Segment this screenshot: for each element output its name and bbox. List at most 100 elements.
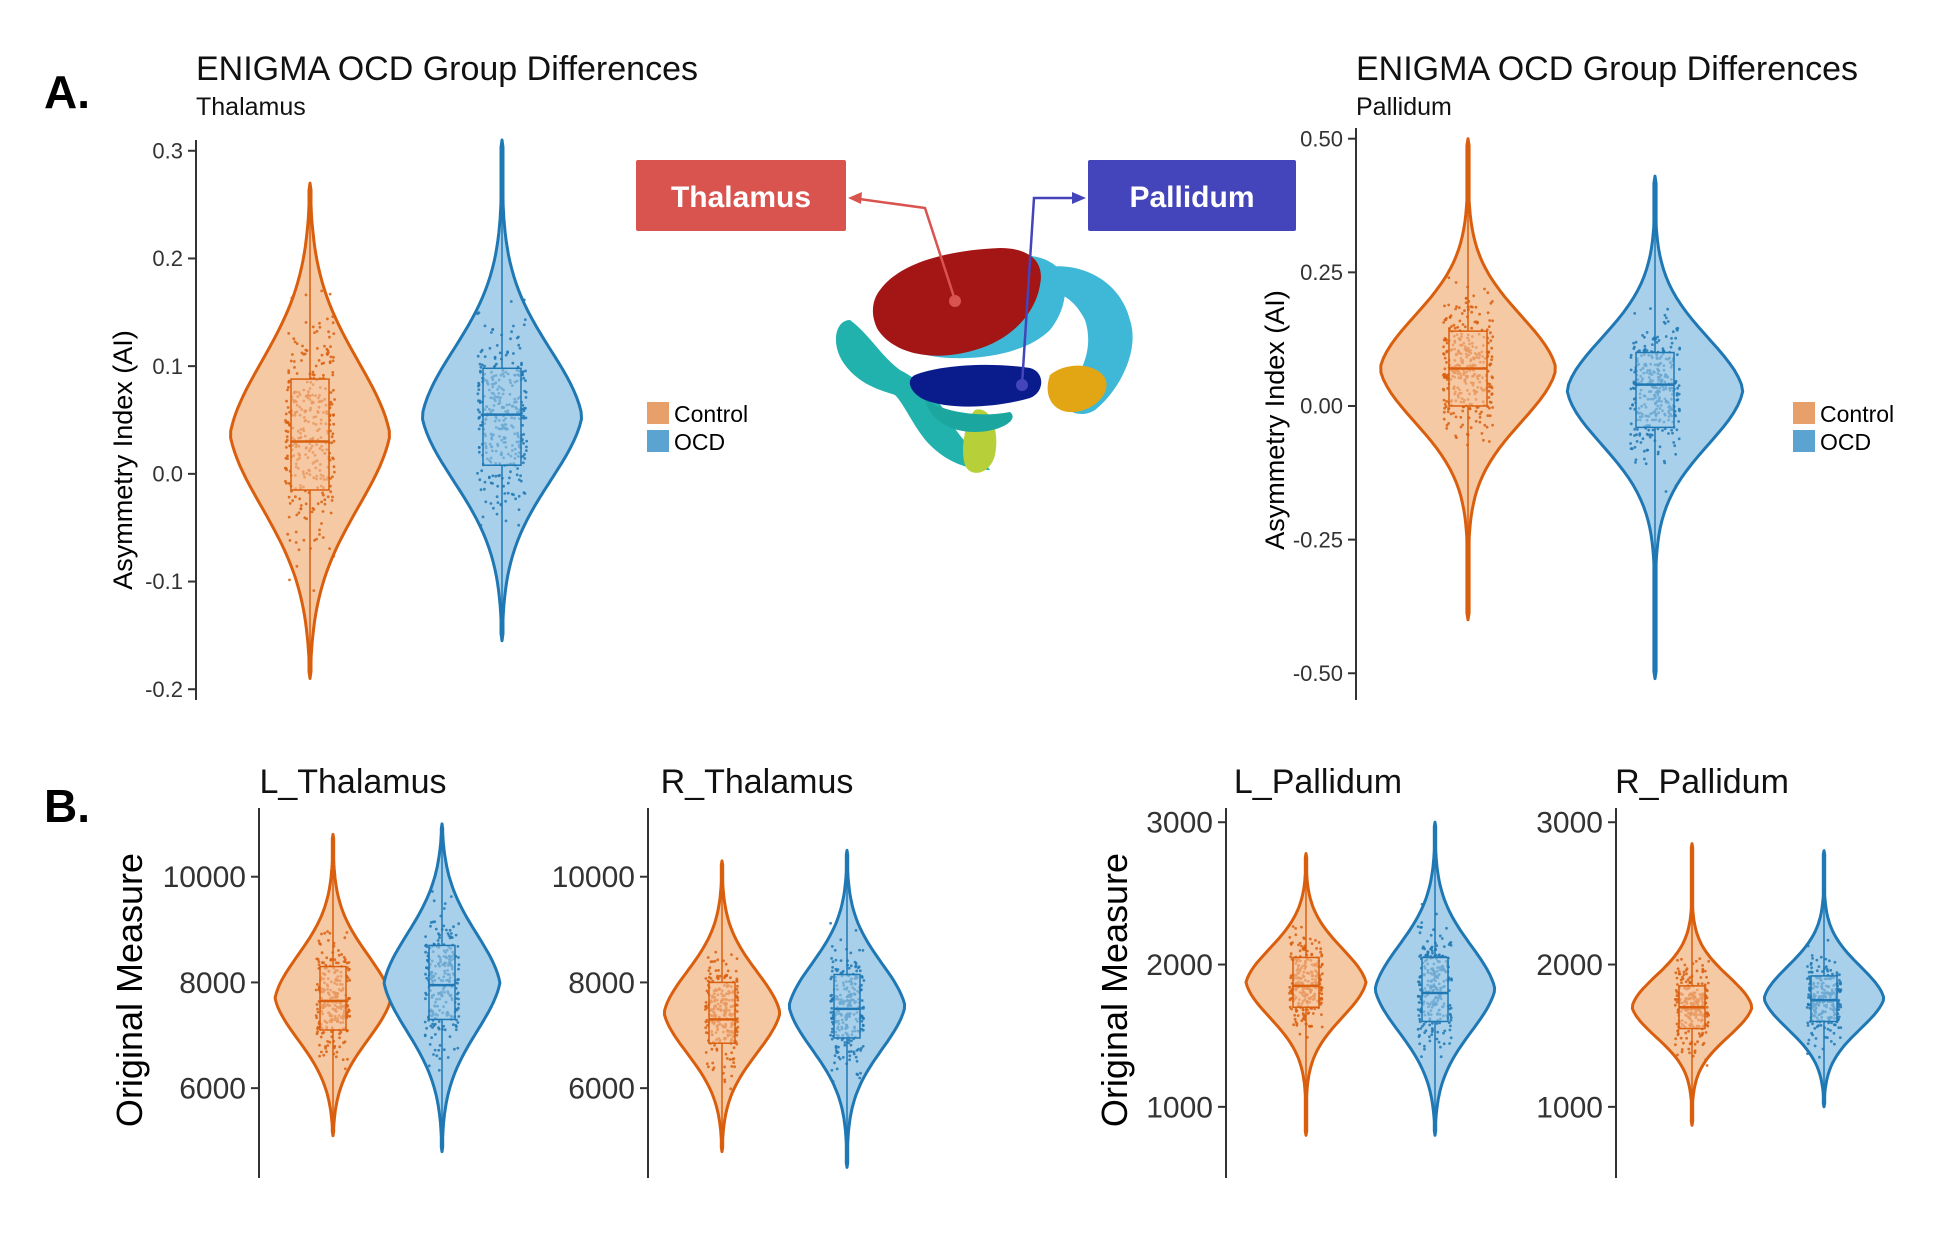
data-point	[315, 1016, 319, 1020]
data-point	[1461, 323, 1465, 326]
data-point	[291, 499, 295, 503]
data-point	[1419, 1027, 1423, 1030]
data-point	[1432, 928, 1435, 931]
data-point	[1293, 1017, 1297, 1021]
data-point	[1478, 415, 1482, 419]
data-point	[1443, 402, 1447, 406]
data-point	[477, 381, 480, 385]
data-point	[332, 332, 336, 335]
data-point	[483, 364, 486, 368]
data-point	[1806, 965, 1809, 968]
data-point	[326, 1044, 330, 1047]
data-point	[1446, 410, 1450, 414]
data-point	[525, 439, 529, 443]
data-point	[1678, 972, 1682, 976]
data-point	[1442, 945, 1446, 948]
data-point	[712, 1066, 716, 1070]
data-point	[1442, 352, 1446, 356]
data-point	[504, 499, 507, 503]
data-point	[1651, 343, 1654, 346]
data-point	[724, 962, 728, 966]
data-point	[1305, 953, 1309, 957]
data-point	[1634, 461, 1637, 464]
data-point	[331, 373, 335, 377]
data-point	[847, 1050, 851, 1054]
data-point	[521, 423, 524, 427]
data-point	[1642, 349, 1646, 352]
data-point	[735, 988, 739, 991]
panel-a-label: A.	[44, 66, 90, 118]
data-point	[348, 978, 352, 982]
data-point	[1703, 969, 1707, 973]
data-point	[1416, 995, 1420, 998]
data-point	[332, 355, 335, 359]
data-point	[1313, 1007, 1317, 1011]
data-point	[287, 332, 291, 335]
data-point	[477, 446, 481, 449]
b2-title: R_Thalamus	[661, 763, 854, 801]
data-point	[326, 1040, 329, 1043]
data-point	[456, 1046, 460, 1050]
data-point	[287, 385, 290, 389]
data-point	[1434, 941, 1437, 945]
data-point	[524, 379, 527, 383]
data-point	[1633, 427, 1637, 431]
data-point	[287, 380, 291, 384]
data-point	[1642, 449, 1646, 453]
data-point	[423, 1034, 427, 1038]
data-point	[833, 948, 837, 952]
data-point	[1639, 441, 1643, 444]
data-point	[1676, 1029, 1680, 1033]
data-point	[1461, 423, 1464, 427]
y-tick-label: 8000	[179, 967, 246, 1000]
data-point	[332, 422, 336, 426]
data-point	[1420, 902, 1424, 906]
data-point	[1478, 420, 1482, 424]
data-point	[1821, 1047, 1825, 1051]
data-point	[316, 1010, 320, 1014]
data-point	[862, 1005, 865, 1009]
data-point	[1293, 1013, 1297, 1017]
data-point	[847, 1041, 851, 1045]
data-point	[288, 578, 291, 582]
data-point	[305, 349, 309, 353]
data-point	[1677, 970, 1681, 973]
pallidum-arrow-dot	[1016, 379, 1028, 391]
data-point	[1826, 1027, 1830, 1031]
data-point	[705, 1062, 709, 1066]
data-point	[1445, 400, 1448, 403]
data-point	[831, 960, 835, 964]
data-point	[500, 357, 503, 361]
data-point	[304, 502, 308, 506]
control-box	[708, 981, 736, 1044]
data-point	[328, 931, 332, 935]
data-point	[517, 343, 521, 347]
data-point	[1806, 1021, 1810, 1025]
data-point	[1684, 980, 1688, 984]
data-point	[1817, 965, 1821, 968]
data-point	[855, 1059, 859, 1063]
data-point	[332, 439, 336, 443]
data-point	[287, 495, 291, 499]
thalamus-arrowhead	[848, 192, 862, 204]
data-point	[324, 963, 328, 967]
data-point	[515, 473, 519, 477]
data-point	[1431, 1028, 1434, 1032]
data-point	[1667, 432, 1670, 435]
data-point	[503, 492, 507, 495]
data-point	[1676, 1032, 1680, 1035]
data-point	[294, 530, 298, 534]
data-point	[736, 1020, 739, 1024]
data-point	[1289, 974, 1293, 978]
data-point	[345, 931, 349, 934]
data-point	[1297, 943, 1300, 947]
data-point	[1810, 966, 1813, 970]
data-point	[1418, 1020, 1422, 1024]
data-point	[1810, 954, 1814, 957]
data-point	[1677, 392, 1681, 396]
control-box	[290, 378, 330, 491]
data-point	[861, 1044, 865, 1048]
data-point	[1443, 372, 1446, 376]
data-point	[845, 1062, 849, 1066]
data-point	[1837, 1026, 1841, 1030]
